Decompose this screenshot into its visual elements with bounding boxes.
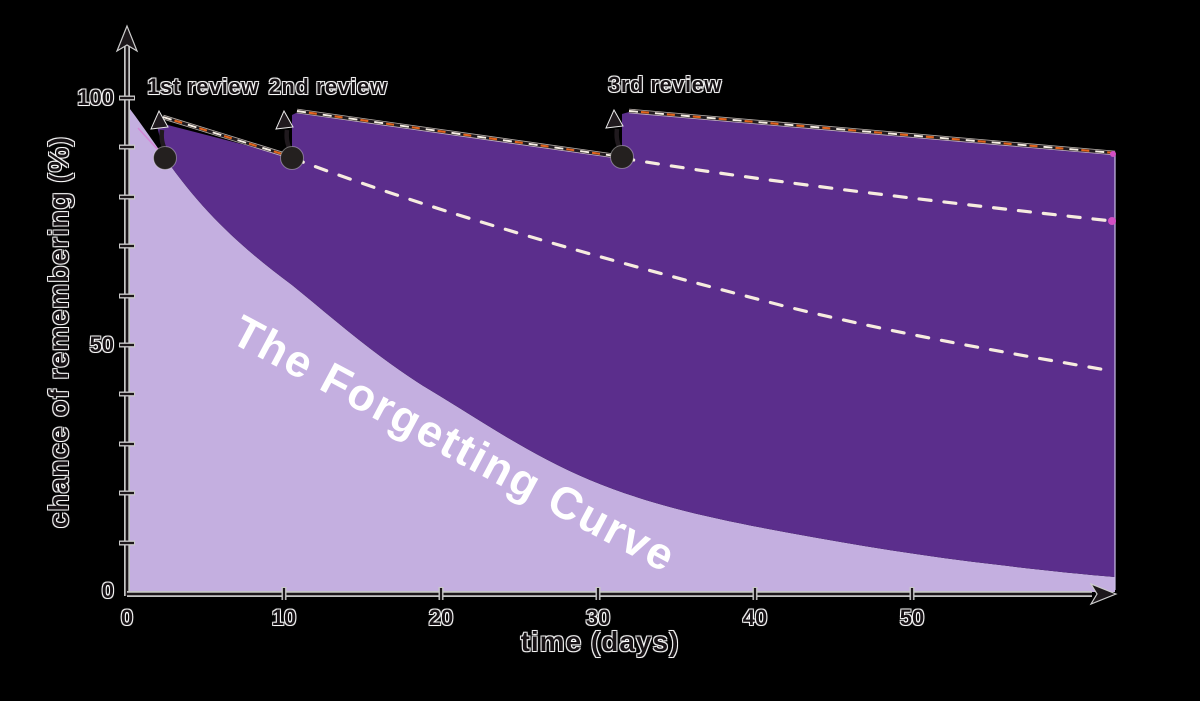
y-axis-arrowhead: [115, 24, 139, 53]
y-tick-0: 0: [101, 578, 114, 603]
x-tick-40: 40: [742, 605, 768, 630]
y-axis-title: chance of remembering (%): [43, 135, 74, 529]
x-tick-20: 20: [428, 605, 454, 630]
review-1-label: 1st review: [147, 74, 259, 99]
spaced-repetition-area: [156, 112, 1115, 577]
edge-artifact-line: [137, 127, 161, 153]
x-axis-arrowhead: [1089, 582, 1118, 606]
x-tick-30: 30: [585, 605, 611, 630]
y-tick-50: 50: [89, 332, 114, 357]
review-dot-1: [153, 146, 177, 170]
review-3-label: 3rd review: [608, 72, 722, 97]
pink-marker-line-end: [1110, 151, 1116, 157]
post-review-line-1: [162, 114, 293, 160]
post-review-line-3: [628, 108, 1116, 156]
y-axis-ticks: [119, 95, 135, 546]
review-2-label: 2nd review: [268, 74, 388, 99]
review-dot-2: [280, 146, 304, 170]
post-review-line-2: [296, 108, 623, 160]
x-tick-0: 0: [120, 605, 134, 630]
y-tick-100: 100: [77, 85, 114, 110]
y-axis: [115, 24, 139, 596]
x-axis-title: time (days): [520, 626, 680, 657]
pink-marker-dashed-end: [1108, 217, 1116, 225]
projected-decay-after-3rd-dashed: [620, 156, 1114, 223]
forgetting-curve-area: [127, 105, 1115, 592]
review-dot-3: [610, 145, 634, 169]
x-axis: [127, 582, 1118, 606]
projected-decay-after-2nd-dashed: [290, 156, 1114, 373]
x-tick-50: 50: [899, 605, 925, 630]
x-axis-ticks: [281, 587, 915, 600]
review-arrow-2: [275, 109, 294, 154]
review-arrow-3: [605, 108, 624, 153]
x-tick-10: 10: [271, 605, 297, 630]
